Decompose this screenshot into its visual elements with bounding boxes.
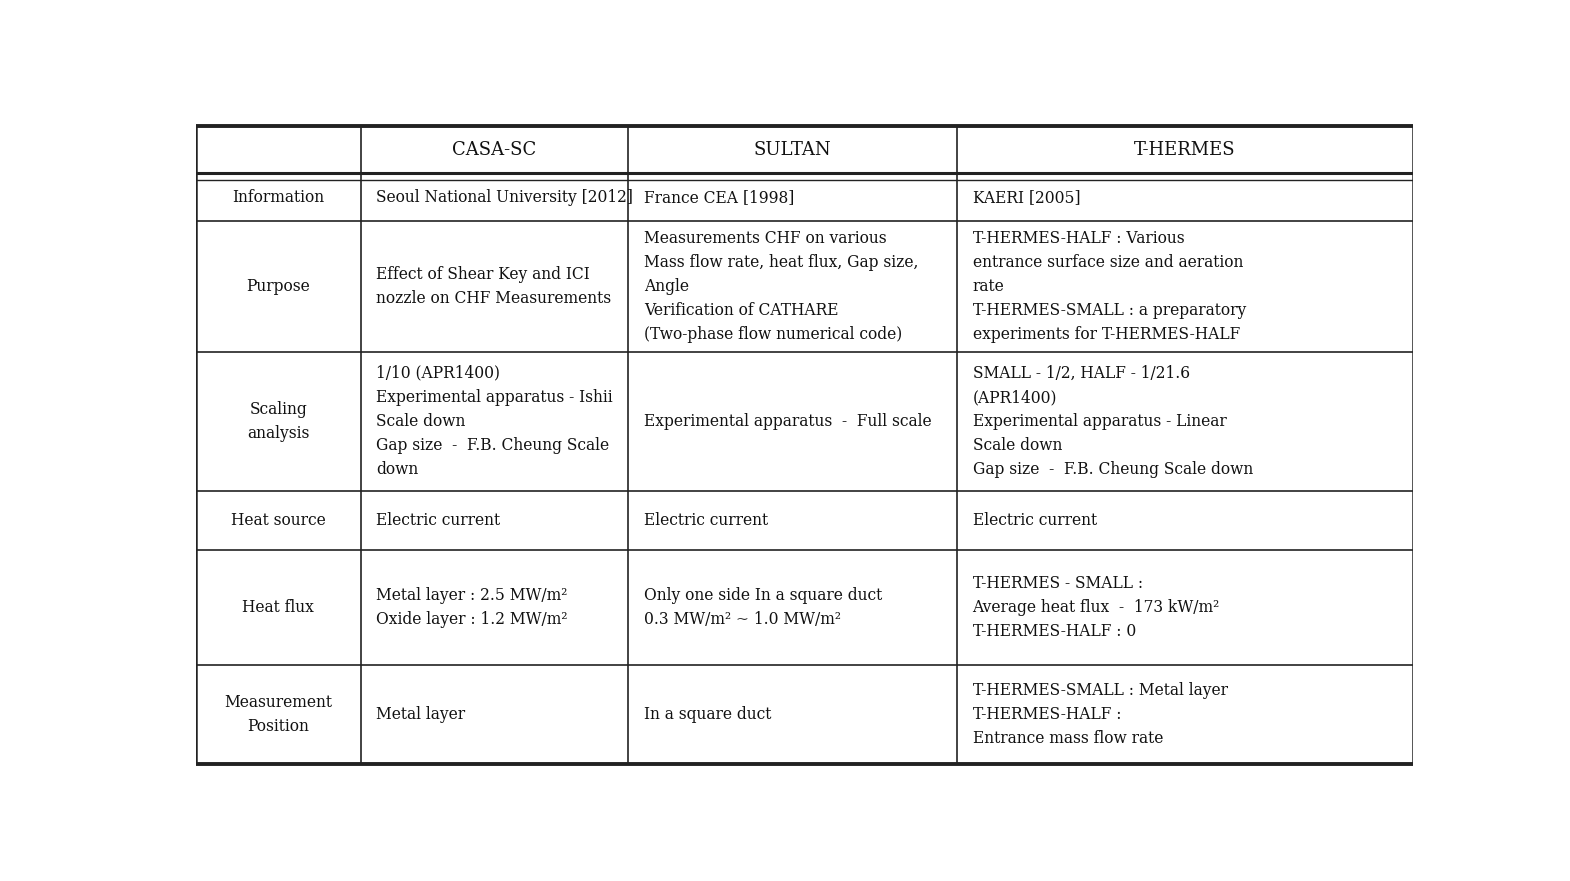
Text: T-HERMES - SMALL :
Average heat flux  -  173 kW/m²
T-HERMES-HALF : 0: T-HERMES - SMALL : Average heat flux - 1… xyxy=(972,574,1220,640)
Text: Scaling
analysis: Scaling analysis xyxy=(246,401,309,441)
Text: Electric current: Electric current xyxy=(377,512,501,529)
Text: Heat flux: Heat flux xyxy=(242,599,314,616)
Text: Measurement
Position: Measurement Position xyxy=(225,694,333,735)
Text: SMALL - 1/2, HALF - 1/21.6
(APR1400)
Experimental apparatus - Linear
Scale down
: SMALL - 1/2, HALF - 1/21.6 (APR1400) Exp… xyxy=(972,365,1253,478)
Text: Metal layer: Metal layer xyxy=(377,706,465,723)
Text: Seoul National University [2012]: Seoul National University [2012] xyxy=(377,189,633,205)
Text: Effect of Shear Key and ICI
nozzle on CHF Measurements: Effect of Shear Key and ICI nozzle on CH… xyxy=(377,266,611,307)
Text: KAERI [2005]: KAERI [2005] xyxy=(972,189,1080,205)
Text: Heat source: Heat source xyxy=(231,512,325,529)
Text: In a square duct: In a square duct xyxy=(644,706,771,723)
Text: CASA-SC: CASA-SC xyxy=(452,141,537,159)
Text: SULTAN: SULTAN xyxy=(754,141,831,159)
Text: Metal layer : 2.5 MW/m²
Oxide layer : 1.2 MW/m²: Metal layer : 2.5 MW/m² Oxide layer : 1.… xyxy=(377,587,568,628)
Text: France CEA [1998]: France CEA [1998] xyxy=(644,189,794,205)
Text: Only one side In a square duct
0.3 MW/m² ~ 1.0 MW/m²: Only one side In a square duct 0.3 MW/m²… xyxy=(644,587,882,628)
Text: Purpose: Purpose xyxy=(246,278,311,295)
Text: T-HERMES-HALF : Various
entrance surface size and aeration
rate
T-HERMES-SMALL :: T-HERMES-HALF : Various entrance surface… xyxy=(972,230,1245,344)
Text: Electric current: Electric current xyxy=(644,512,768,529)
Text: Measurements CHF on various
Mass flow rate, heat flux, Gap size,
Angle
Verificat: Measurements CHF on various Mass flow ra… xyxy=(644,230,918,344)
Text: 1/10 (APR1400)
Experimental apparatus - Ishii
Scale down
Gap size  -  F.B. Cheun: 1/10 (APR1400) Experimental apparatus - … xyxy=(377,365,612,478)
Text: T-HERMES: T-HERMES xyxy=(1134,141,1236,159)
Text: Experimental apparatus  -  Full scale: Experimental apparatus - Full scale xyxy=(644,413,931,430)
Text: Information: Information xyxy=(232,189,325,205)
Text: T-HERMES-SMALL : Metal layer
T-HERMES-HALF :
Entrance mass flow rate: T-HERMES-SMALL : Metal layer T-HERMES-HA… xyxy=(972,682,1228,747)
Text: Electric current: Electric current xyxy=(972,512,1097,529)
